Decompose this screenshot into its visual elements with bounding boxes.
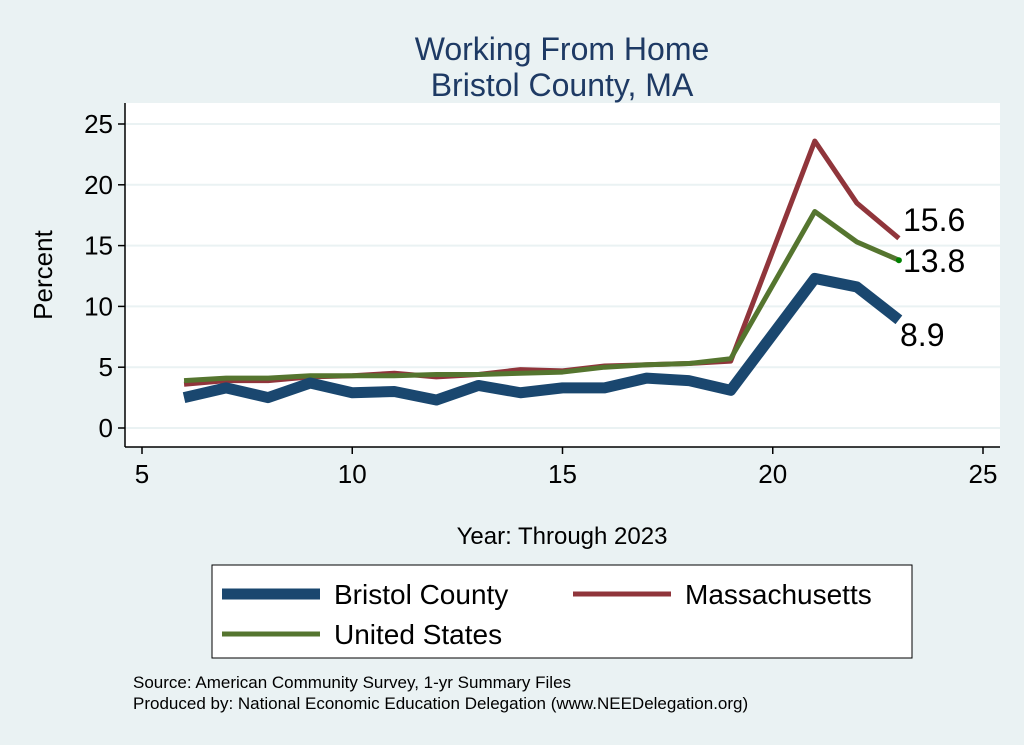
end-label: 13.8: [903, 243, 965, 279]
producer-note: Produced by: National Economic Education…: [133, 694, 748, 713]
y-tick-label: 0: [99, 413, 113, 443]
series-line-bristol-county: [182, 272, 903, 406]
y-tick-label: 25: [84, 109, 113, 139]
end-label: 8.9: [900, 317, 944, 353]
legend: [211, 564, 913, 659]
y-tick-label: 5: [99, 352, 113, 382]
x-tick-label: 20: [758, 459, 787, 489]
legend-label: Bristol County: [334, 579, 508, 610]
chart-title: Working From Home: [415, 31, 710, 67]
y-tick-label: 15: [84, 231, 113, 261]
source-note: Source: American Community Survey, 1-yr …: [133, 673, 571, 692]
y-tick-label: 20: [84, 170, 113, 200]
end-label: 15.6: [903, 202, 965, 238]
y-tick-label: 10: [84, 291, 113, 321]
legend-label: Massachusetts: [685, 579, 872, 610]
end-marker: [895, 257, 902, 264]
legend-label: United States: [334, 619, 502, 650]
x-tick-label: 15: [548, 459, 577, 489]
x-tick-label: 5: [135, 459, 149, 489]
series-line-united-states: [183, 209, 900, 384]
y-axis-label: Percent: [28, 229, 58, 319]
x-axis-label: Year: Through 2023: [457, 523, 668, 550]
x-tick-label: 10: [338, 459, 367, 489]
x-tick-label: 25: [969, 459, 998, 489]
chart-subtitle: Bristol County, MA: [431, 67, 694, 103]
